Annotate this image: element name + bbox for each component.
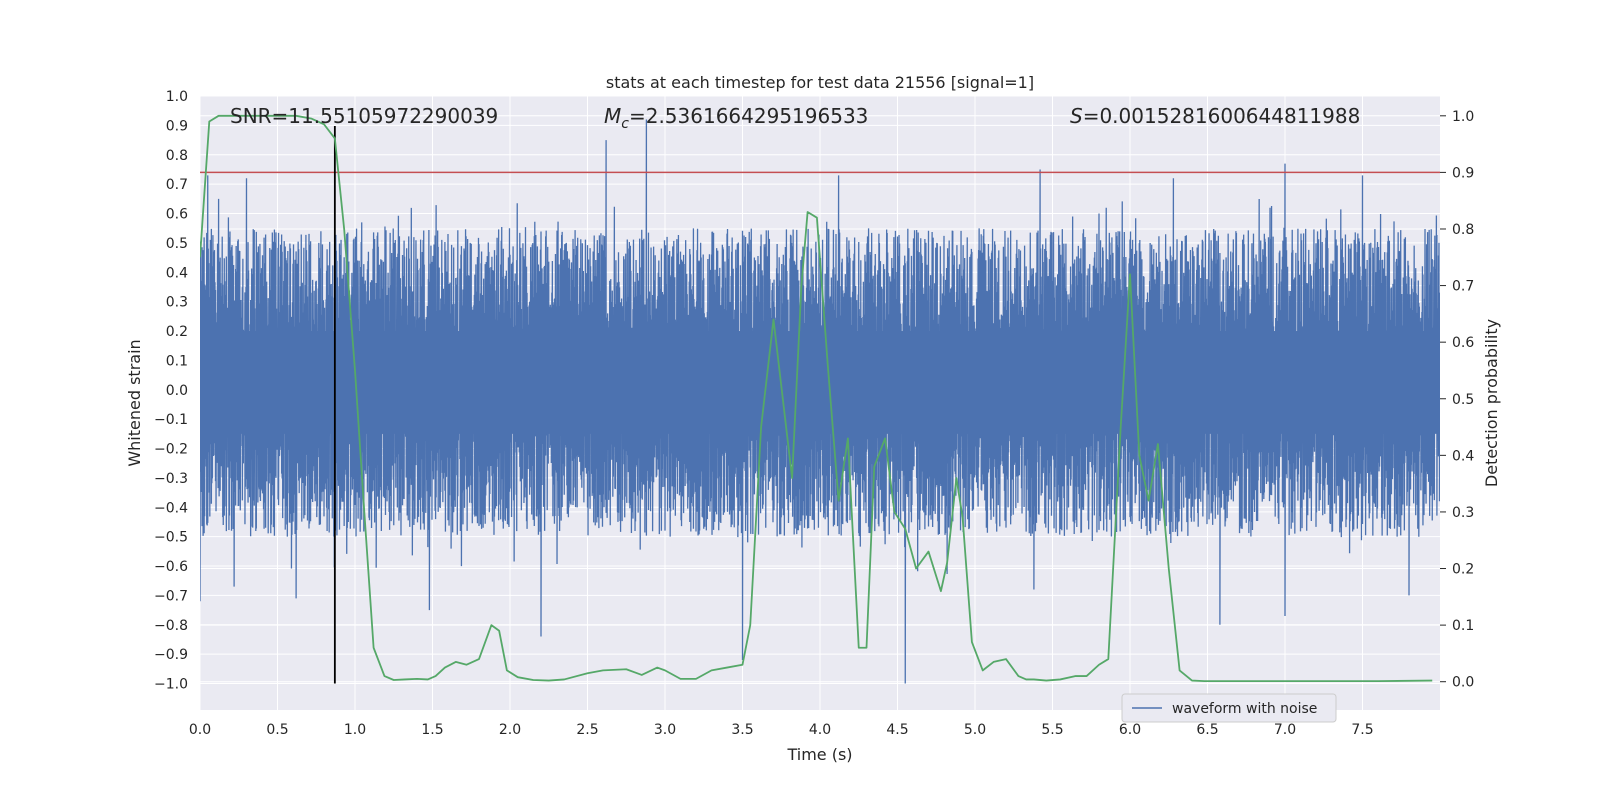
y-tick-label: 0.7 — [166, 177, 188, 193]
x-tick-label: 7.5 — [1351, 722, 1373, 738]
y-tick-label: −0.6 — [154, 559, 188, 575]
y-tick-label: 0.5 — [166, 236, 188, 252]
y2-tick-label: 0.2 — [1452, 562, 1474, 578]
waveform-series — [200, 119, 1440, 684]
s-symbol: S — [1070, 104, 1083, 128]
probability-series — [200, 114, 1433, 683]
y-axis-label: Whitened strain — [125, 339, 144, 466]
y-tick-label: −0.8 — [154, 618, 188, 634]
x-tick-label: 5.5 — [1041, 722, 1063, 738]
x-tick-label: 4.5 — [886, 722, 908, 738]
y-tick-label: 0.8 — [166, 148, 188, 164]
y-tick-label: 0.1 — [166, 353, 188, 369]
y2-tick-label: 0.6 — [1452, 335, 1474, 351]
mc-subscript: c — [621, 116, 629, 132]
y-tick-label: 0.4 — [166, 265, 188, 281]
x-tick-label: 3.0 — [654, 722, 676, 738]
y2-tick-label: 0.9 — [1452, 165, 1474, 181]
y-tick-label: −0.9 — [154, 647, 188, 663]
waveform-band — [200, 331, 1440, 434]
y2-tick-label: 1.0 — [1452, 109, 1474, 125]
mc-symbol: M — [604, 104, 621, 128]
y2-axis-label: Detection probability — [1482, 319, 1501, 487]
chart-title: stats at each timestep for test data 215… — [606, 73, 1034, 92]
y-tick-label: 0.0 — [166, 383, 188, 399]
y-tick-label: 1.0 — [166, 89, 188, 105]
y-tick-label: 0.3 — [166, 295, 188, 311]
y2-tick-label: 0.8 — [1452, 222, 1474, 238]
y-tick-label: 0.6 — [166, 207, 188, 223]
x-tick-label: 3.5 — [731, 722, 753, 738]
y2-tick-label: 0.0 — [1452, 675, 1474, 691]
x-tick-label: 1.0 — [344, 722, 366, 738]
y2-tick-label: 0.3 — [1452, 505, 1474, 521]
x-tick-label: 2.0 — [499, 722, 521, 738]
x-tick-label: 0.0 — [189, 722, 211, 738]
y-tick-label: −0.2 — [154, 442, 188, 458]
mc-value: =2.5361664295196533 — [629, 104, 868, 128]
probability-line — [200, 114, 1433, 683]
overlay-lines — [200, 126, 1440, 684]
y-tick-label: −0.1 — [154, 412, 188, 428]
y2-tick-label: 0.7 — [1452, 279, 1474, 295]
legend: waveform with noise — [1121, 693, 1337, 723]
y-tick-label: −0.7 — [154, 588, 188, 604]
y2-tick-label: 0.4 — [1452, 448, 1474, 464]
x-tick-label: 1.5 — [421, 722, 443, 738]
y2-tick-label: 0.5 — [1452, 392, 1474, 408]
y-tick-label: −0.4 — [154, 500, 188, 516]
y2-tick-label: 0.1 — [1452, 618, 1474, 634]
x-axis-label: Time (s) — [786, 745, 852, 764]
legend-box — [1121, 693, 1337, 723]
y-tick-label: −0.3 — [154, 471, 188, 487]
y-tick-label: −1.0 — [154, 677, 188, 693]
legend-label: waveform with noise — [1172, 701, 1317, 717]
s-value: =0.0015281600644811988 — [1083, 104, 1361, 128]
y-tick-label: 0.2 — [166, 324, 188, 340]
x-tick-label: 6.0 — [1119, 722, 1141, 738]
axis-ticks: 0.0 0.5 1.0 1.5 2.0 2.5 3.0 3.5 4.0 4.5 5.0 5.5 6.0 6… — [154, 89, 1474, 738]
chirp-mass-annotation: Mc=2.5361664295196533 — [604, 104, 868, 132]
y-tick-label: −0.5 — [154, 530, 188, 546]
x-tick-label: 5.0 — [964, 722, 986, 738]
x-tick-label: 0.5 — [266, 722, 288, 738]
x-tick-label: 6.5 — [1196, 722, 1218, 738]
significance-annotation: S=0.0015281600644811988 — [1070, 104, 1360, 128]
snr-annotation: SNR=11.55105972290039 — [230, 104, 498, 128]
y-tick-label: 0.9 — [166, 118, 188, 134]
x-tick-label: 4.0 — [809, 722, 831, 738]
x-tick-label: 2.5 — [576, 722, 598, 738]
x-tick-label: 7.0 — [1274, 722, 1296, 738]
